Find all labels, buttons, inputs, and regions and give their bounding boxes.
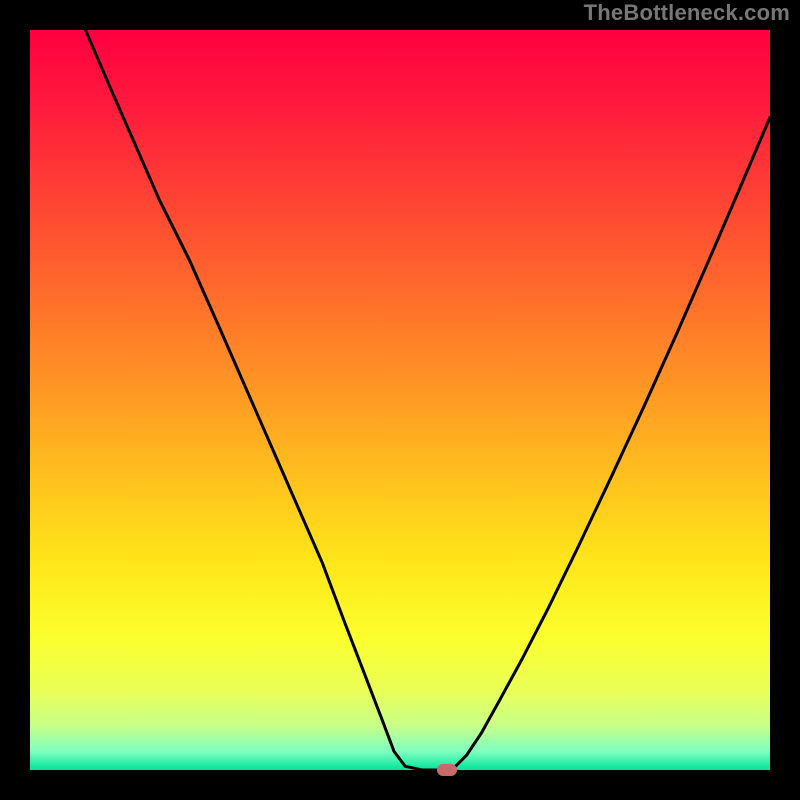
chart-container: TheBottleneck.com [0, 0, 800, 800]
bottleneck-curve [30, 30, 770, 770]
curve-path [86, 30, 771, 770]
minimum-marker [437, 764, 457, 776]
plot-area [30, 30, 770, 770]
watermark-text: TheBottleneck.com [584, 0, 790, 26]
